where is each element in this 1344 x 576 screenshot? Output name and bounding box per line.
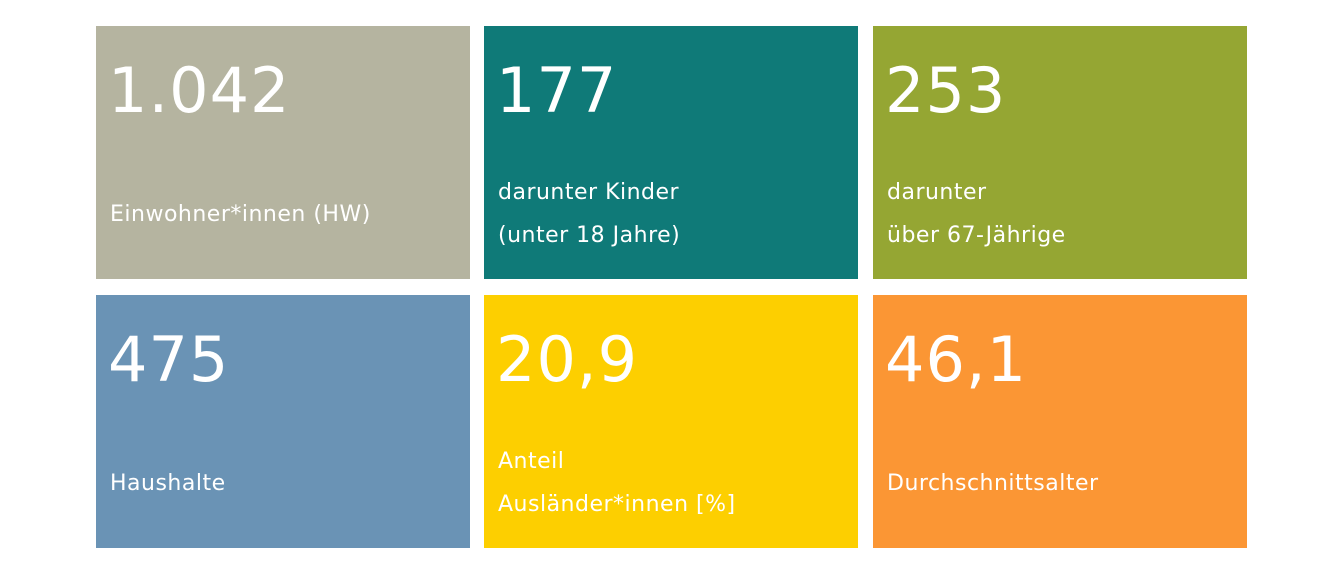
- label-line: über 67-Jährige: [887, 223, 1066, 248]
- stat-tile: 46,1 Durchschnittsalter: [873, 295, 1247, 548]
- stat-value: 475: [108, 323, 230, 396]
- stat-tile: 177 darunter Kinder (unter 18 Jahre): [484, 26, 858, 279]
- label-line: darunter: [887, 180, 987, 205]
- stat-value: 177: [496, 54, 618, 127]
- label-line: Anteil: [498, 449, 565, 474]
- stat-value: 1.042: [108, 54, 291, 127]
- stat-value: 20,9: [496, 323, 639, 396]
- label-line: Haushalte: [110, 470, 226, 496]
- stat-tile: 253 darunter über 67-Jährige: [873, 26, 1247, 279]
- stat-tile: 20,9 Anteil Ausländer*innen [%]: [484, 295, 858, 548]
- stat-label: Anteil Ausländer*innen [%]: [498, 439, 736, 527]
- stat-label: Einwohner*innen (HW): [110, 170, 371, 258]
- stat-label: darunter Kinder (unter 18 Jahre): [498, 170, 680, 258]
- stat-tile: 1.042 Einwohner*innen (HW): [96, 26, 470, 279]
- stat-tile: 475 Haushalte: [96, 295, 470, 548]
- label-line: Einwohner*innen (HW): [110, 201, 371, 227]
- label-line: (unter 18 Jahre): [498, 223, 681, 248]
- stat-value: 46,1: [885, 323, 1028, 396]
- label-line: darunter Kinder: [498, 180, 680, 205]
- stat-value: 253: [885, 54, 1007, 127]
- stat-label: Durchschnittsalter: [887, 439, 1099, 527]
- label-line: Ausländer*innen [%]: [498, 492, 736, 517]
- label-line: Durchschnittsalter: [887, 470, 1099, 496]
- stat-label: Haushalte: [110, 439, 226, 527]
- stat-label: darunter über 67-Jährige: [887, 170, 1066, 258]
